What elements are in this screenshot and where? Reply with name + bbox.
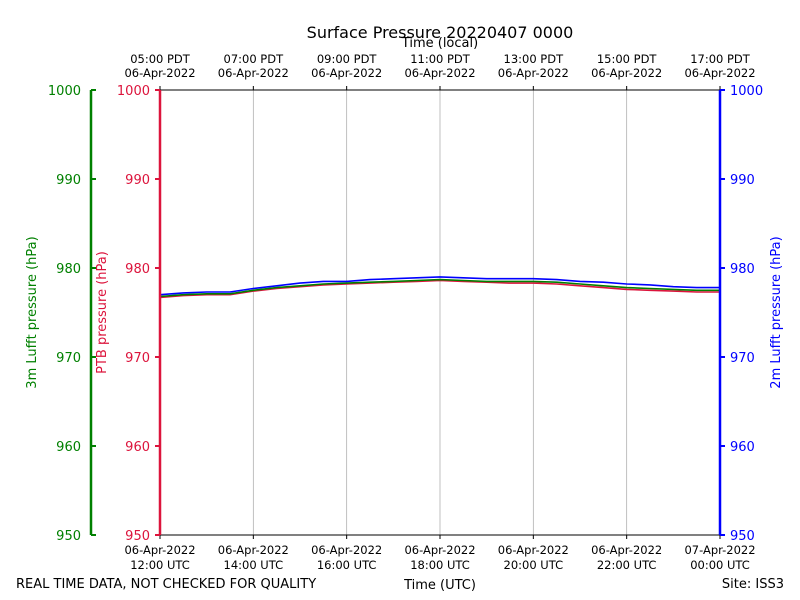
x-tick-label-bottom-time: 20:00 UTC: [504, 558, 564, 572]
x-axis-label: Time (UTC): [403, 578, 476, 593]
x-tick-label-top-date: 06-Apr-2022: [684, 66, 755, 80]
y-tick-label-ptb: 990: [125, 173, 150, 188]
y-tick-label-lufft3m: 990: [56, 173, 81, 188]
y-tick-label-lufft2m: 1000: [730, 84, 763, 99]
footer-disclaimer: REAL TIME DATA, NOT CHECKED FOR QUALITY: [16, 577, 316, 592]
y-tick-label-ptb: 980: [125, 262, 150, 277]
y-tick-label-lufft2m: 970: [730, 351, 755, 366]
y-tick-label-lufft3m: 980: [56, 262, 81, 277]
x-tick-label-top-time: 07:00 PDT: [224, 52, 285, 66]
x-tick-label-bottom-time: 12:00 UTC: [130, 558, 190, 572]
x-tick-label-bottom-date: 06-Apr-2022: [124, 543, 195, 557]
y-tick-label-ptb: 960: [125, 440, 150, 455]
y-axis-label-ptb: PTB pressure (hPa): [95, 251, 110, 374]
x-tick-label-top-date: 06-Apr-2022: [218, 66, 289, 80]
series-line-3m-lufft-pressure: [159, 278, 720, 298]
y-tick-label-lufft3m: 970: [56, 351, 81, 366]
x-tick-label-bottom-date: 06-Apr-2022: [404, 543, 475, 557]
footer-site: Site: ISS3: [722, 577, 784, 592]
y-tick-label-lufft3m: 1000: [48, 84, 81, 99]
y-tick-label-lufft2m: 950: [730, 529, 755, 544]
y-tick-label-lufft2m: 980: [730, 262, 755, 277]
x-tick-label-bottom-time: 00:00 UTC: [690, 558, 750, 572]
x-tick-label-top-time: 17:00 PDT: [690, 52, 751, 66]
x-tick-label-bottom-date: 06-Apr-2022: [311, 543, 382, 557]
y-tick-label-lufft2m: 990: [730, 173, 755, 188]
y-tick-label-lufft2m: 960: [730, 440, 755, 455]
x-tick-label-top-time: 09:00 PDT: [317, 52, 378, 66]
top-axis-label: Time (local): [401, 36, 478, 51]
grid-lines: [252, 90, 628, 535]
x-tick-label-bottom-time: 18:00 UTC: [410, 558, 470, 572]
chart-title: Surface Pressure 20220407 0000: [307, 23, 574, 42]
x-tick-label-bottom-date: 06-Apr-2022: [498, 543, 569, 557]
y-tick-label-ptb: 1000: [117, 84, 150, 99]
x-tick-label-top-date: 06-Apr-2022: [124, 66, 195, 80]
series-line-2m-lufft-pressure: [159, 276, 720, 296]
y-axis-label-lufft3m: 3m Lufft pressure (hPa): [25, 236, 40, 388]
x-tick-label-top-time: 11:00 PDT: [410, 52, 471, 66]
y-axis-label-lufft2m: 2m Lufft pressure (hPa): [769, 236, 784, 388]
x-tick-label-bottom-time: 16:00 UTC: [317, 558, 377, 572]
y-tick-label-lufft3m: 960: [56, 440, 81, 455]
x-tick-label-bottom-time: 22:00 UTC: [597, 558, 657, 572]
x-tick-label-bottom-date: 06-Apr-2022: [218, 543, 289, 557]
x-tick-label-top-time: 13:00 PDT: [504, 52, 565, 66]
x-tick-label-bottom-time: 14:00 UTC: [224, 558, 284, 572]
x-tick-label-bottom-date: 07-Apr-2022: [684, 543, 755, 557]
x-tick-label-bottom-date: 06-Apr-2022: [591, 543, 662, 557]
x-tick-label-top-date: 06-Apr-2022: [404, 66, 475, 80]
series-lines: [159, 276, 720, 299]
x-tick-label-top-time: 15:00 PDT: [597, 52, 658, 66]
x-tick-label-top-time: 05:00 PDT: [130, 52, 191, 66]
x-tick-label-top-date: 06-Apr-2022: [498, 66, 569, 80]
x-tick-label-top-date: 06-Apr-2022: [591, 66, 662, 80]
y-tick-label-ptb: 970: [125, 351, 150, 366]
y-tick-label-ptb: 950: [125, 529, 150, 544]
y-tick-label-lufft3m: 950: [56, 529, 81, 544]
x-tick-label-top-date: 06-Apr-2022: [311, 66, 382, 80]
